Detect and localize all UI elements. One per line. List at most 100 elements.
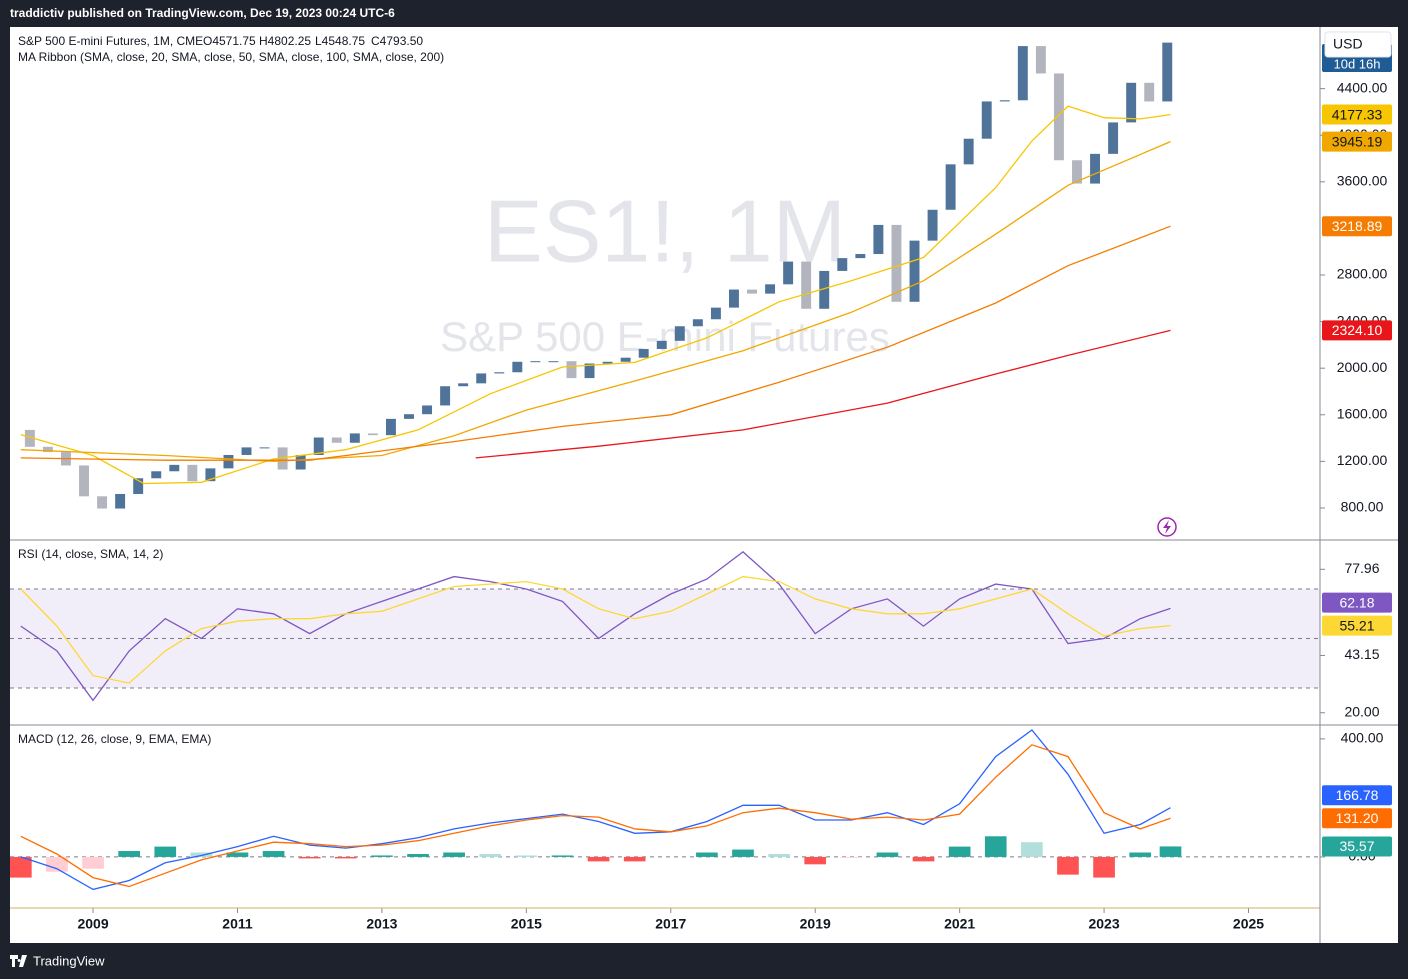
candle-body [169, 464, 180, 472]
publish-header: traddictiv published on TradingView.com,… [10, 6, 395, 20]
x-tick-label: 2025 [1233, 916, 1264, 932]
x-tick-label: 2015 [511, 916, 542, 932]
candle-body [584, 363, 595, 379]
price-tag [1322, 320, 1392, 341]
candle-body [133, 478, 144, 494]
candle-body [494, 372, 505, 374]
price-tag-label: 35.57 [1339, 838, 1374, 854]
x-tick-label: 2011 [222, 916, 253, 932]
histogram-bar [1159, 846, 1182, 857]
ohlc-value: O4571.75 [203, 34, 256, 48]
x-tick-label: 2021 [944, 916, 975, 932]
series-line [20, 105, 1171, 485]
candle-body [909, 240, 920, 302]
candle-body [259, 447, 270, 449]
ohlc-value: L4548.75 [315, 34, 365, 48]
y-tick-label: 43.15 [1344, 646, 1379, 662]
ribbon-legend: MA Ribbon (SMA, close, 20, SMA, close, 5… [18, 50, 444, 64]
histogram-bar [948, 846, 971, 857]
candle-body [1162, 42, 1173, 102]
candle-body [602, 361, 613, 364]
series-line [475, 329, 1171, 459]
footer-bar [1, 944, 1407, 979]
ohlc-value: C4793.50 [371, 34, 423, 48]
histogram-bar [46, 856, 68, 872]
candle-body [241, 447, 252, 455]
histogram-bar [587, 856, 610, 862]
y-tick-label: 2000.00 [1337, 359, 1388, 375]
histogram-bar [912, 856, 935, 862]
candle-body [404, 414, 414, 419]
candle-body [548, 361, 559, 363]
histogram-bar [371, 855, 393, 857]
x-tick-label: 2023 [1088, 916, 1119, 932]
candle-body [349, 433, 360, 443]
price-tag [1322, 216, 1392, 237]
currency-box [1324, 31, 1392, 58]
candle-body [295, 454, 306, 470]
histogram-bar [1057, 856, 1079, 875]
histogram-bar [804, 856, 827, 865]
candle-body [999, 100, 1010, 102]
price-tag-label: 131.20 [1336, 810, 1379, 826]
ohlc-value: H4802.25 [259, 34, 311, 48]
currency: USD [1333, 36, 1363, 52]
candle-body [223, 454, 234, 469]
candle-body [1126, 82, 1137, 123]
histogram-bar [768, 853, 790, 857]
candle-body [837, 258, 848, 271]
x-tick-label: 2017 [655, 916, 686, 932]
candle-body [1144, 82, 1155, 102]
histogram-bar [1129, 852, 1152, 857]
candle-body [115, 493, 126, 509]
candle-body [1090, 153, 1101, 184]
price-tag [1322, 592, 1392, 613]
candle-body [620, 357, 631, 362]
candle-body [476, 373, 487, 384]
watermark-group: ES1!, 1M S&P 500 E-mini Futures [440, 181, 890, 360]
price-tag-label: 2324.10 [1332, 322, 1383, 338]
alert-icon[interactable] [1157, 517, 1177, 537]
candle-body [873, 224, 884, 255]
histogram-bar [407, 853, 429, 857]
y-tick-label: 2800.00 [1337, 266, 1388, 282]
watermark-subtitle: S&P 500 E-mini Futures [440, 313, 890, 360]
histogram-bar [190, 852, 213, 857]
y-tick-label: 3600.00 [1337, 173, 1388, 189]
candle-body [710, 307, 721, 320]
candle-body [187, 464, 198, 482]
price-tag-label: 4177.33 [1332, 106, 1383, 122]
candle-body [97, 496, 108, 509]
y-tick-label: 77.96 [1344, 560, 1379, 576]
candle-body [512, 361, 523, 373]
candle-body [385, 418, 396, 436]
pane: 800.001200.001600.002000.002400.002800.0… [18, 31, 1392, 515]
series-line [20, 225, 1171, 461]
price-tag [1322, 836, 1392, 857]
histogram-bar [298, 856, 321, 859]
histogram-bar [10, 856, 32, 878]
histogram-bar [840, 856, 863, 858]
candle-body [927, 209, 938, 241]
candle-body [692, 319, 703, 327]
candle-body [458, 383, 469, 387]
y-tick-label: 800.00 [1341, 499, 1384, 515]
candle-body [638, 348, 649, 358]
candle-body [783, 261, 794, 285]
candle-body [801, 261, 812, 309]
candle-body [1035, 46, 1046, 74]
price-tag-label: 55.21 [1339, 617, 1374, 633]
y-tick-label: 1600.00 [1337, 405, 1388, 421]
candle-body [566, 361, 577, 379]
countdown: 10d 16h [1334, 56, 1381, 71]
candle-body [819, 270, 830, 309]
price-tag-label: 3218.89 [1332, 218, 1383, 234]
pane-legend: MACD (12, 26, close, 9, EMA, EMA) [18, 732, 211, 746]
pane: 77.96 43.15 20.00 55.21 62.18 RSI (14, close,… [10, 547, 1392, 719]
histogram-bar [876, 852, 899, 857]
histogram-bar [732, 849, 754, 857]
histogram-bar [443, 852, 465, 857]
